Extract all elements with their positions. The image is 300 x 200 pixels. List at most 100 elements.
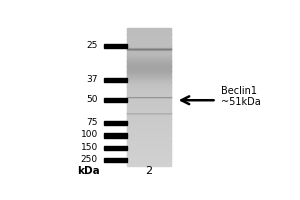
Bar [127,143,171,144]
Bar [127,82,171,83]
Bar [127,44,171,45]
Bar [127,86,171,87]
Bar [127,78,171,79]
Text: Beclin1: Beclin1 [221,86,257,96]
Bar [127,89,171,90]
Bar [127,114,171,115]
Bar [127,85,171,86]
Bar [127,159,171,160]
Bar [127,75,171,76]
Bar [127,49,171,50]
Bar [127,45,171,46]
Bar [127,84,171,85]
Bar [127,149,171,150]
Bar [127,129,171,130]
Bar [127,124,171,125]
Bar [127,137,171,138]
Bar [127,116,171,117]
Bar [127,127,171,128]
Bar [127,120,171,121]
Text: 250: 250 [81,155,98,164]
Bar [127,128,171,129]
Bar [127,142,171,143]
Bar [127,62,171,63]
Bar [127,52,171,53]
Bar [127,47,171,48]
Bar [127,34,171,35]
Bar [127,90,171,91]
Bar [127,51,171,52]
Bar [127,144,171,145]
Bar [127,151,171,152]
Bar [127,135,171,136]
Bar [127,81,171,82]
Bar [127,118,171,119]
Bar [127,46,171,47]
Bar [127,113,171,114]
Text: 150: 150 [81,143,98,152]
Text: 100: 100 [81,130,98,139]
Bar [127,118,171,119]
Bar [127,95,171,96]
Bar [104,98,127,102]
Bar [127,64,171,65]
Bar [127,31,171,32]
Bar [127,125,171,126]
Bar [127,53,171,54]
Bar [127,70,171,71]
Bar [127,106,171,107]
Bar [127,55,171,56]
Bar [127,123,171,124]
Bar [127,152,171,153]
Bar [127,71,171,72]
Bar [127,165,171,166]
Bar [127,36,171,37]
Bar [127,66,171,67]
Bar [127,45,171,46]
Bar [127,136,171,137]
Bar [127,87,171,88]
Bar [127,92,171,93]
Bar [127,129,171,130]
Bar [127,130,171,131]
Text: 2: 2 [146,166,153,176]
Bar [127,38,171,39]
Bar [127,60,171,61]
Bar [127,98,171,99]
Bar [127,76,171,77]
Bar [127,140,171,141]
Bar [127,79,171,80]
Bar [127,55,171,56]
Bar [127,146,171,147]
Bar [127,32,171,33]
Text: 75: 75 [86,118,98,127]
Bar [127,115,171,116]
Bar [127,140,171,141]
Bar [127,65,171,66]
Bar [104,121,127,125]
Bar [127,77,171,78]
Bar [127,39,171,40]
Bar [127,74,171,75]
Bar [127,61,171,62]
Bar [127,160,171,161]
Bar [127,107,171,108]
Bar [127,69,171,70]
Bar [127,96,171,97]
Bar [127,60,171,61]
Bar [127,102,171,103]
Bar [127,108,171,109]
Bar [127,139,171,140]
Bar [127,163,171,164]
Bar [127,43,171,44]
Bar [127,67,171,68]
Bar [127,139,171,140]
Bar [127,72,171,73]
Bar [127,63,171,64]
Bar [104,78,127,82]
Bar [127,83,171,84]
Bar [127,157,171,158]
Text: 50: 50 [86,95,98,104]
Bar [127,39,171,40]
Bar [127,112,171,113]
